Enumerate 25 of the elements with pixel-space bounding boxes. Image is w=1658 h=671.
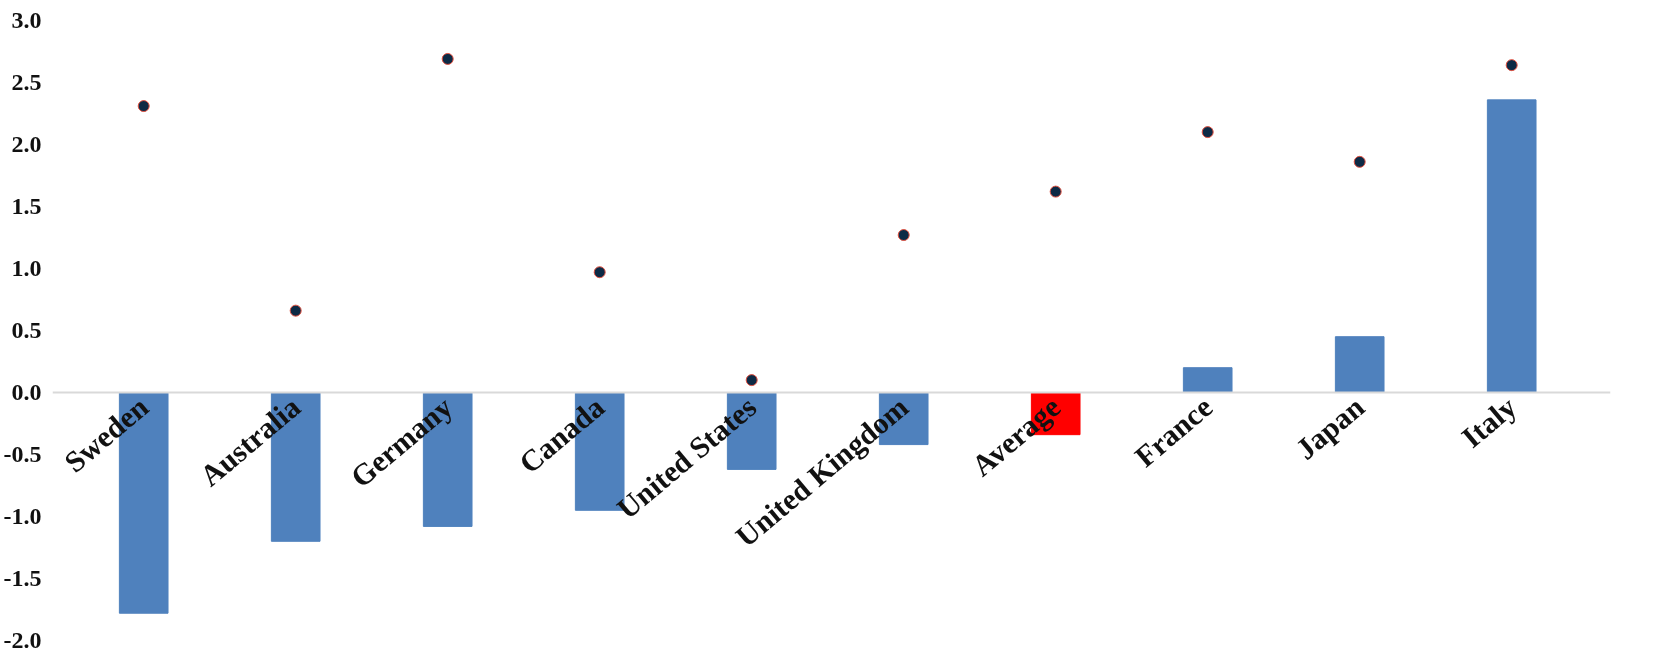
y-tick-label: -2.0: [3, 627, 42, 653]
y-tick-label: 0.5: [11, 317, 42, 343]
point: [745, 374, 758, 387]
point: [1049, 185, 1062, 198]
y-tick-label: -0.5: [3, 441, 42, 467]
y-tick-label: -1.0: [3, 503, 42, 529]
point: [897, 229, 910, 242]
point: [1505, 59, 1518, 72]
y-tick-label: 1.5: [11, 193, 42, 219]
y-tick-label: 0.0: [11, 379, 42, 405]
y-tick-label: 2.5: [11, 69, 42, 95]
y-tick-label: 1.0: [11, 255, 42, 281]
point: [1353, 155, 1366, 168]
y-tick-label: 2.0: [11, 131, 42, 157]
point: [289, 304, 302, 317]
y-tick-label: 3.0: [11, 7, 42, 33]
bar: [1182, 367, 1233, 393]
y-tick-label: -1.5: [3, 565, 42, 591]
point: [593, 266, 606, 279]
x-tick-label: Italy: [1455, 389, 1523, 454]
point: [441, 52, 454, 65]
bar: [1486, 99, 1537, 393]
bar: [1334, 336, 1385, 393]
point: [137, 100, 150, 113]
point: [1201, 126, 1214, 139]
